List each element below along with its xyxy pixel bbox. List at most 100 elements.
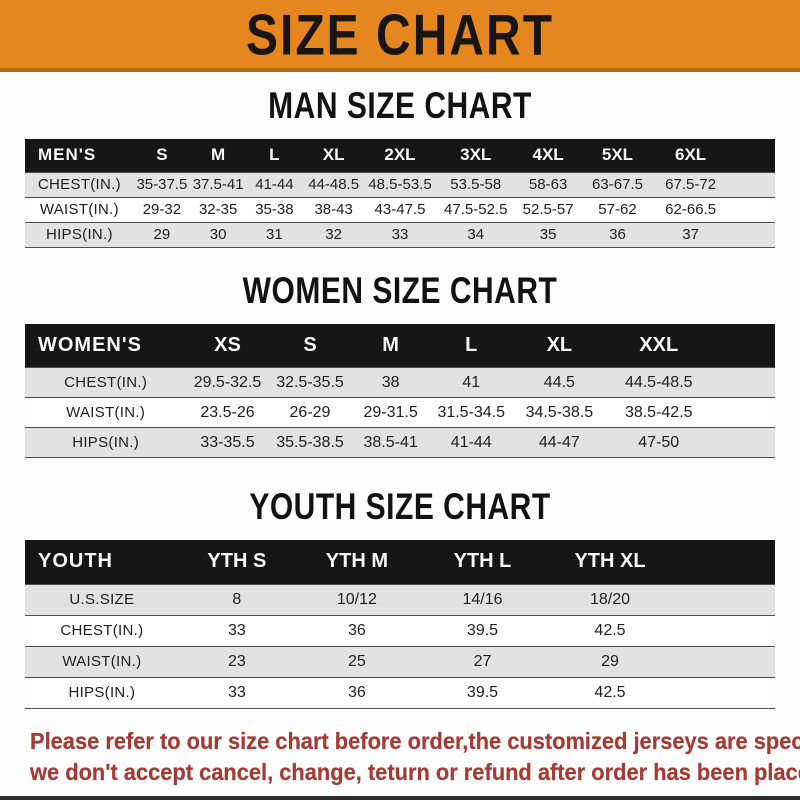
row-label: U.S.SIZE	[25, 583, 179, 615]
row-spacer	[711, 427, 775, 458]
cell: 29.5-32.5	[186, 367, 269, 398]
cell: 30	[190, 221, 247, 248]
cell: 38.5-41	[351, 427, 430, 458]
table-row: CHEST(IN.) 35-37.5 37.5-41 41-44 44-48.5…	[25, 171, 775, 197]
table-row: HIPS(IN.) 33 36 39.5 42.5	[25, 676, 775, 709]
row-label: CHEST(IN.)	[25, 614, 179, 646]
cell: 36	[295, 614, 419, 646]
row-spacer	[673, 614, 775, 646]
men-col-header: 2XL	[364, 139, 436, 172]
cell: 43-47.5	[364, 196, 436, 222]
women-heading-text: WOMEN SIZE CHART	[242, 270, 558, 312]
women-col-header: XL	[512, 323, 607, 368]
youth-section-heading: YOUTH SIZE CHART	[0, 487, 800, 527]
cell: 42.5	[546, 614, 674, 646]
men-header-row: MEN'S S M L XL 2XL 3XL 4XL 5XL 6XL	[25, 139, 775, 172]
title-banner: SIZE CHART	[0, 0, 800, 72]
women-col-header: XS	[186, 323, 269, 368]
cell: 41-44	[430, 427, 513, 458]
table-row: U.S.SIZE 8 10/12 14/16 18/20	[25, 583, 775, 615]
cell: 29-31.5	[351, 397, 430, 428]
cell: 47.5-52.5	[435, 196, 517, 222]
men-header-spacer	[726, 139, 775, 172]
cell: 10/12	[295, 583, 419, 615]
youth-col-header: YTH L	[418, 540, 547, 584]
row-spacer	[711, 397, 775, 428]
row-spacer	[726, 196, 775, 222]
cell: 39.5	[418, 614, 547, 646]
youth-table-label: YOUTH	[25, 540, 179, 584]
cell: 29-32	[133, 196, 190, 222]
cell: 27	[418, 645, 547, 677]
cell: 35.5-38.5	[268, 427, 352, 458]
cell: 42.5	[546, 676, 674, 709]
cell: 32.5-35.5	[268, 367, 352, 398]
women-col-header: M	[351, 323, 430, 368]
cell: 23	[178, 645, 295, 677]
women-col-header: XXL	[606, 323, 712, 368]
table-row: WAIST(IN.) 29-32 32-35 35-38 38-43 43-47…	[25, 196, 775, 222]
women-header-spacer	[711, 323, 775, 368]
women-header-row: WOMEN'S XS S M L XL XXL	[25, 323, 775, 368]
youth-size-table: YOUTH YTH S YTH M YTH L YTH XL U.S.SIZE …	[25, 540, 775, 709]
row-label: HIPS(IN.)	[25, 427, 187, 458]
men-col-header: 5XL	[579, 139, 655, 172]
row-label: WAIST(IN.)	[25, 645, 179, 677]
cell: 44-48.5	[302, 171, 365, 197]
cell: 35	[516, 221, 580, 248]
table-row: WAIST(IN.) 23 25 27 29	[25, 645, 775, 677]
bottom-border-strip	[0, 796, 800, 800]
row-label: WAIST(IN.)	[25, 196, 134, 222]
men-col-header: L	[246, 139, 303, 172]
cell: 26-29	[268, 397, 352, 428]
cell: 44.5-48.5	[606, 367, 712, 398]
table-row: HIPS(IN.) 33-35.5 35.5-38.5 38.5-41 41-4…	[25, 427, 775, 458]
cell: 37	[654, 221, 727, 248]
cell: 48.5-53.5	[364, 171, 436, 197]
row-label: HIPS(IN.)	[25, 221, 134, 248]
cell: 33	[178, 676, 295, 709]
table-row: HIPS(IN.) 29 30 31 32 33 34 35 36 37	[25, 221, 775, 248]
cell: 44-47	[512, 427, 607, 458]
row-spacer	[673, 676, 775, 709]
cell: 23.5-26	[186, 397, 269, 428]
youth-col-header: YTH S	[178, 540, 295, 584]
cell: 33-35.5	[186, 427, 269, 458]
men-heading-text: MAN SIZE CHART	[268, 86, 532, 127]
youth-heading-text: YOUTH SIZE CHART	[249, 487, 551, 528]
cell: 8	[178, 583, 295, 615]
cell: 18/20	[546, 583, 674, 615]
cell: 37.5-41	[190, 171, 247, 197]
women-col-header: L	[430, 323, 513, 368]
row-label: CHEST(IN.)	[25, 367, 187, 398]
cell: 38	[351, 367, 430, 398]
cell: 41	[430, 367, 513, 398]
row-spacer	[711, 367, 775, 398]
page-title: SIZE CHART	[245, 1, 555, 67]
cell: 34	[435, 221, 517, 248]
youth-header-row: YOUTH YTH S YTH M YTH L YTH XL	[25, 540, 775, 584]
men-col-header: M	[190, 139, 247, 172]
cell: 47-50	[606, 427, 712, 458]
women-col-header: S	[268, 323, 352, 368]
cell: 14/16	[418, 583, 547, 615]
cell: 38-43	[302, 196, 365, 222]
disclaimer-line-2: we don't accept cancel, change, teturn o…	[30, 758, 800, 785]
table-row: CHEST(IN.) 33 36 39.5 42.5	[25, 614, 775, 646]
cell: 63-67.5	[579, 171, 655, 197]
cell: 33	[364, 221, 436, 248]
women-table-label: WOMEN'S	[25, 323, 187, 368]
cell: 31	[246, 221, 303, 248]
men-col-header: 3XL	[435, 139, 517, 172]
cell: 32-35	[190, 196, 247, 222]
men-section-heading: MAN SIZE CHART	[0, 86, 800, 126]
cell: 58-63	[516, 171, 580, 197]
cell: 62-66.5	[654, 196, 727, 222]
cell: 53.5-58	[435, 171, 517, 197]
row-spacer	[673, 583, 775, 615]
row-label: HIPS(IN.)	[25, 676, 179, 709]
cell: 52.5-57	[516, 196, 580, 222]
youth-col-header: YTH XL	[546, 540, 674, 584]
cell: 41-44	[246, 171, 303, 197]
